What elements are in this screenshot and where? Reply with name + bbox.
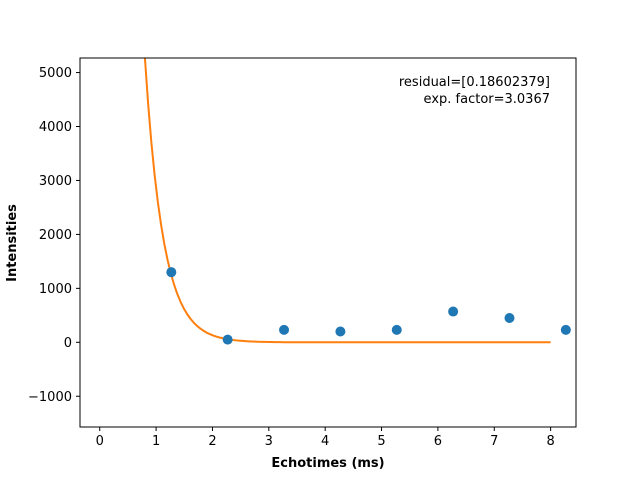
plot-frame	[79, 57, 577, 428]
data-point	[222, 334, 233, 345]
y-tick-label: 4000	[39, 120, 72, 135]
data-point	[504, 313, 515, 324]
x-tick-label: 7	[490, 434, 498, 449]
series-layer	[143, 58, 571, 345]
data-point	[448, 306, 459, 317]
data-point	[335, 326, 346, 337]
y-tick-label: 2000	[39, 228, 72, 243]
data-point	[560, 324, 571, 335]
y-axis: −1000 0 1000 2000 3000 4000 5000	[28, 66, 80, 405]
data-point	[391, 324, 402, 335]
x-tick-label: 3	[265, 434, 273, 449]
fit-curve-line	[143, 58, 551, 344]
y-tick-label: −1000	[28, 390, 72, 405]
data-point	[166, 267, 177, 278]
x-axis-label: Echotimes (ms)	[271, 456, 384, 471]
x-tick-label: 2	[208, 434, 216, 449]
x-tick-label: 0	[96, 434, 104, 449]
x-tick-label: 6	[434, 434, 442, 449]
plot-area: 0 1 2 3 4 5 6 7 8 −1000 0 1000 2000 3000 4000 5000	[28, 57, 577, 449]
annotation-exp-factor: exp. factor=3.0367	[424, 92, 550, 107]
y-tick-label: 1000	[39, 282, 72, 297]
y-tick-label: 5000	[39, 66, 72, 81]
y-tick-label: 0	[64, 336, 72, 351]
data-point	[279, 324, 290, 335]
x-axis: 0 1 2 3 4 5 6 7 8	[96, 427, 555, 449]
x-tick-label: 5	[377, 434, 385, 449]
x-tick-label: 4	[321, 434, 329, 449]
y-tick-label: 3000	[39, 174, 72, 189]
y-axis-label: Intensities	[5, 204, 20, 282]
x-tick-label: 1	[152, 434, 160, 449]
annotation-residual: residual=[0.18602379]	[399, 75, 550, 90]
x-tick-label: 8	[546, 434, 554, 449]
